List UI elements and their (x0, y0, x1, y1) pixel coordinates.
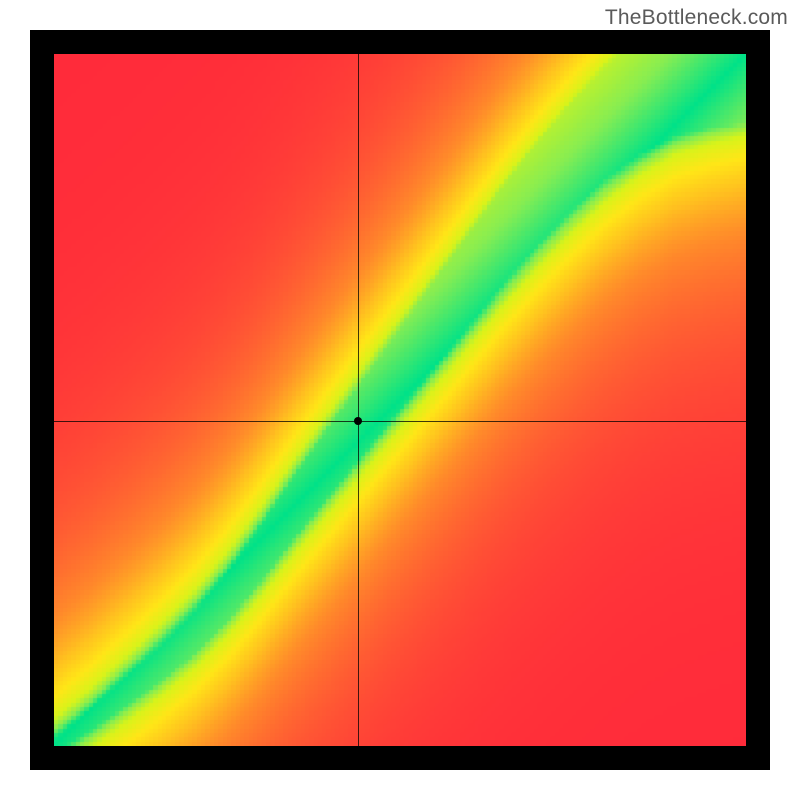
heatmap-canvas (54, 54, 746, 746)
chart-container: TheBottleneck.com (0, 0, 800, 800)
chart-outer-frame (30, 30, 770, 770)
crosshair-horizontal (54, 421, 746, 422)
heatmap-plot (54, 54, 746, 746)
crosshair-marker (354, 417, 362, 425)
crosshair-vertical (358, 54, 359, 746)
watermark-text: TheBottleneck.com (605, 6, 788, 30)
